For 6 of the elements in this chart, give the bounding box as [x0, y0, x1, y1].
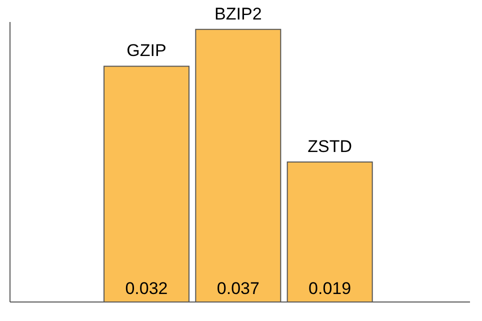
x-tick-label: GZIP [126, 41, 166, 60]
data-label: 0.019 [308, 279, 352, 298]
x-tick-label: BZIP2 [214, 4, 262, 24]
data-label: 0.037 [216, 279, 260, 298]
data-label: 0.032 [125, 279, 168, 298]
x-tick-label: ZSTD [308, 137, 352, 156]
